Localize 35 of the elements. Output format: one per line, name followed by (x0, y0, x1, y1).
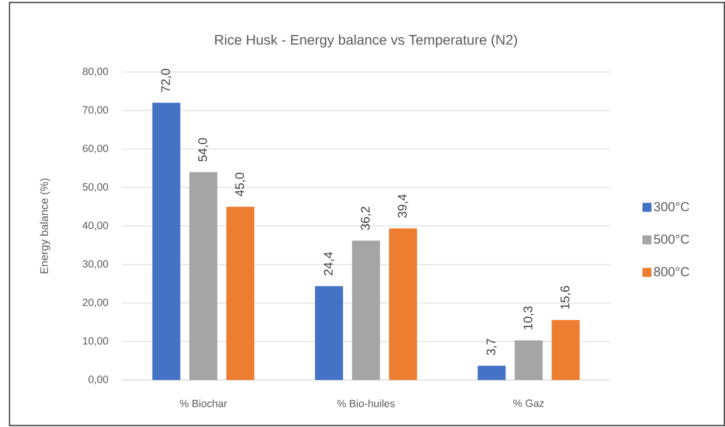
legend-label: 500°C (654, 234, 690, 244)
data-label: 45,0 (235, 172, 246, 196)
y-tick-label: 80,00 (82, 68, 108, 76)
data-label: 10,3 (524, 306, 534, 330)
bar (226, 206, 254, 380)
y-tick-label: 40,00 (82, 222, 108, 230)
y-axis-title: Energy balance (%) (40, 178, 50, 274)
data-label: 3,7 (486, 338, 497, 356)
chart-title: Rice Husk - Energy balance vs Temperature (N2) (215, 34, 518, 48)
bar (552, 320, 580, 380)
y-tick-label: 60,00 (82, 144, 108, 154)
bar (352, 240, 380, 380)
data-label: 15,6 (560, 286, 571, 309)
x-tick-label: % Gaz (513, 400, 544, 407)
data-label: 54,0 (198, 138, 208, 162)
y-tick-label: 70,00 (82, 106, 108, 115)
y-tick-label: 20,00 (82, 298, 108, 308)
y-tick-label: 0,00 (88, 376, 108, 384)
legend-label: 300°C (654, 202, 690, 212)
bar (189, 172, 218, 380)
bar (315, 286, 344, 380)
x-tick-label: % Biochar (180, 400, 227, 408)
bar (478, 366, 506, 380)
bar (152, 102, 180, 380)
data-label: 39,4 (398, 194, 408, 218)
legend-label: 800°C (654, 267, 690, 276)
bar (389, 228, 418, 380)
data-label: 72,0 (161, 68, 172, 92)
bar (514, 340, 543, 380)
data-label: 36,2 (360, 206, 372, 230)
y-tick-label: 50,00 (82, 183, 108, 192)
y-tick-label: 10,00 (83, 337, 108, 346)
x-tick-label: % Bio-huiles (337, 400, 395, 408)
data-label: 24,4 (324, 252, 334, 276)
y-tick-label: 30,00 (82, 260, 108, 269)
